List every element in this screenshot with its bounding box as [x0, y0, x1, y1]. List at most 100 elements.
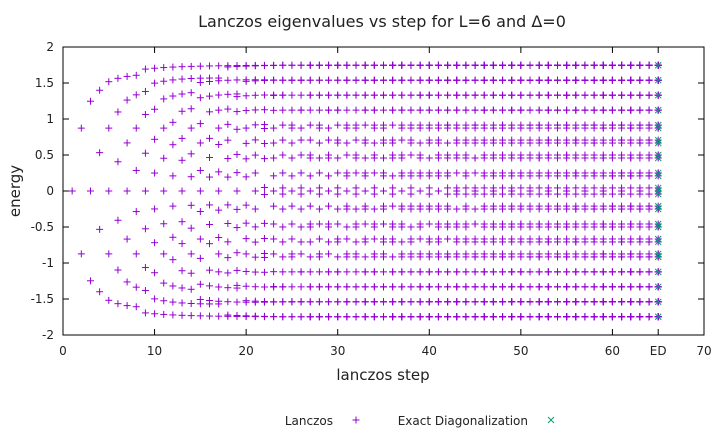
- lanczos-point: [572, 223, 580, 231]
- lanczos-point: [260, 268, 268, 276]
- lanczos-point: [297, 124, 305, 132]
- lanczos-point: [553, 205, 561, 213]
- lanczos-point: [636, 223, 644, 231]
- lanczos-point: [325, 268, 333, 276]
- lanczos-point: [599, 205, 607, 213]
- lanczos-point: [572, 184, 580, 192]
- lanczos-point: [279, 313, 287, 321]
- lanczos-point: [608, 154, 616, 162]
- ed-point: [654, 91, 662, 99]
- lanczos-point: [590, 238, 598, 246]
- lanczos-point: [370, 268, 378, 276]
- ed-point: [654, 250, 662, 258]
- lanczos-point: [315, 61, 323, 69]
- lanczos-point: [224, 136, 232, 144]
- lanczos-point: [453, 61, 461, 69]
- lanczos-point: [233, 125, 241, 133]
- lanczos-point: [444, 172, 452, 180]
- lanczos-point: [270, 283, 278, 291]
- lanczos-point: [599, 154, 607, 162]
- lanczos-point: [389, 253, 397, 261]
- lanczos-point: [352, 238, 360, 246]
- lanczos-point: [141, 225, 149, 233]
- lanczos-point: [416, 61, 424, 69]
- lanczos-point: [288, 313, 296, 321]
- lanczos-point: [544, 124, 552, 132]
- lanczos-point: [581, 313, 589, 321]
- lanczos-point: [599, 298, 607, 306]
- lanczos-point: [389, 268, 397, 276]
- lanczos-point: [645, 124, 653, 132]
- lanczos-point: [334, 184, 342, 192]
- lanczos-point: [599, 124, 607, 132]
- lanczos-point: [499, 184, 507, 192]
- lanczos-point: [581, 253, 589, 261]
- lanczos-point: [627, 124, 635, 132]
- lanczos-point: [581, 124, 589, 132]
- lanczos-point: [187, 285, 195, 293]
- lanczos-point: [352, 136, 360, 144]
- lanczos-point: [636, 238, 644, 246]
- lanczos-point: [160, 154, 168, 162]
- lanczos-point: [590, 91, 598, 99]
- lanczos-point: [608, 172, 616, 180]
- lanczos-point: [325, 283, 333, 291]
- lanczos-point: [563, 124, 571, 132]
- lanczos-point: [544, 298, 552, 306]
- lanczos-point: [581, 76, 589, 84]
- lanczos-point: [425, 298, 433, 306]
- lanczos-point: [526, 76, 534, 84]
- lanczos-point: [572, 91, 580, 99]
- lanczos-point: [389, 154, 397, 162]
- lanczos-point: [380, 313, 387, 321]
- y-tick-label: -1.5: [31, 292, 54, 306]
- lanczos-point: [141, 149, 149, 157]
- lanczos-point: [224, 312, 232, 320]
- lanczos-point: [361, 253, 369, 261]
- lanczos-point: [434, 124, 442, 132]
- ed-point: [654, 220, 662, 228]
- lanczos-point: [590, 190, 598, 198]
- lanczos-point: [361, 76, 369, 84]
- lanczos-point: [206, 201, 214, 209]
- lanczos-point: [260, 62, 268, 70]
- lanczos-point: [233, 76, 241, 84]
- lanczos-point: [581, 154, 589, 162]
- lanczos-point: [123, 72, 131, 80]
- lanczos-point: [187, 269, 195, 277]
- lanczos-point: [526, 190, 534, 198]
- lanczos-point: [572, 298, 580, 306]
- lanczos-point: [297, 313, 305, 321]
- lanczos-point: [352, 283, 360, 291]
- lanczos-point: [196, 94, 204, 102]
- lanczos-point: [169, 63, 177, 71]
- lanczos-point: [636, 268, 644, 276]
- lanczos-point: [480, 253, 488, 261]
- lanczos-point: [288, 124, 296, 132]
- lanczos-point: [471, 91, 479, 99]
- lanczos-point: [618, 76, 626, 84]
- lanczos-point: [233, 187, 241, 195]
- lanczos-point: [352, 253, 360, 261]
- lanczos-point: [233, 93, 241, 101]
- lanczos-point: [453, 268, 461, 276]
- lanczos-point: [563, 190, 571, 198]
- lanczos-point: [187, 124, 195, 132]
- lanczos-point: [581, 61, 589, 69]
- lanczos-point: [233, 224, 241, 232]
- lanczos-point: [544, 154, 552, 162]
- lanczos-point: [535, 61, 543, 69]
- lanczos-point: [444, 124, 452, 132]
- lanczos-point: [526, 283, 534, 291]
- lanczos-point: [251, 283, 259, 291]
- lanczos-point: [462, 298, 470, 306]
- lanczos-point: [636, 298, 644, 306]
- lanczos-point: [535, 205, 543, 213]
- lanczos-point: [206, 134, 214, 142]
- lanczos-point: [627, 238, 635, 246]
- lanczos-point: [444, 223, 452, 231]
- lanczos-point: [105, 78, 113, 86]
- lanczos-point: [160, 297, 168, 305]
- lanczos-point: [178, 240, 186, 248]
- lanczos-point: [215, 77, 223, 85]
